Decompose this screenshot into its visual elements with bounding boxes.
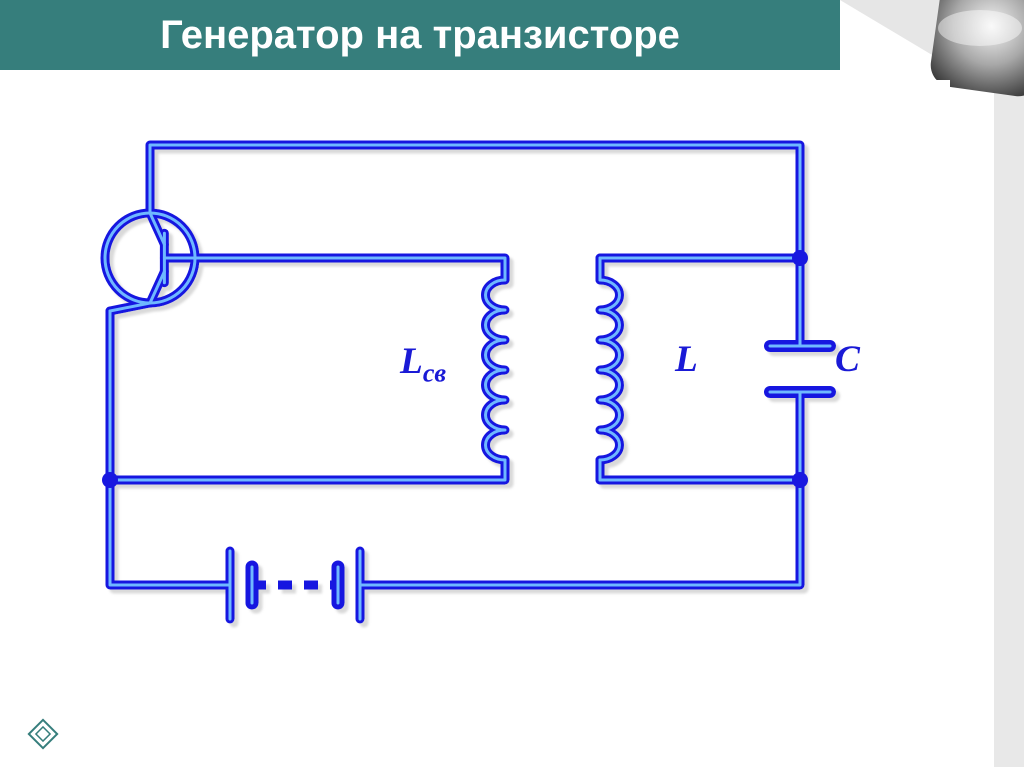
title-bar: Генератор на транзисторе	[0, 0, 840, 70]
label-coupling-coil: Lсв	[400, 340, 446, 388]
right-side-strip	[994, 70, 1024, 767]
slide-title: Генератор на транзисторе	[160, 13, 680, 58]
slide-root: Генератор на транзисторе	[0, 0, 1024, 767]
logo-icon	[25, 716, 61, 752]
label-capacitor: C	[835, 338, 860, 381]
label-tank-coil: L	[675, 338, 698, 381]
circuit-diagram: Lсв L C	[30, 80, 950, 730]
